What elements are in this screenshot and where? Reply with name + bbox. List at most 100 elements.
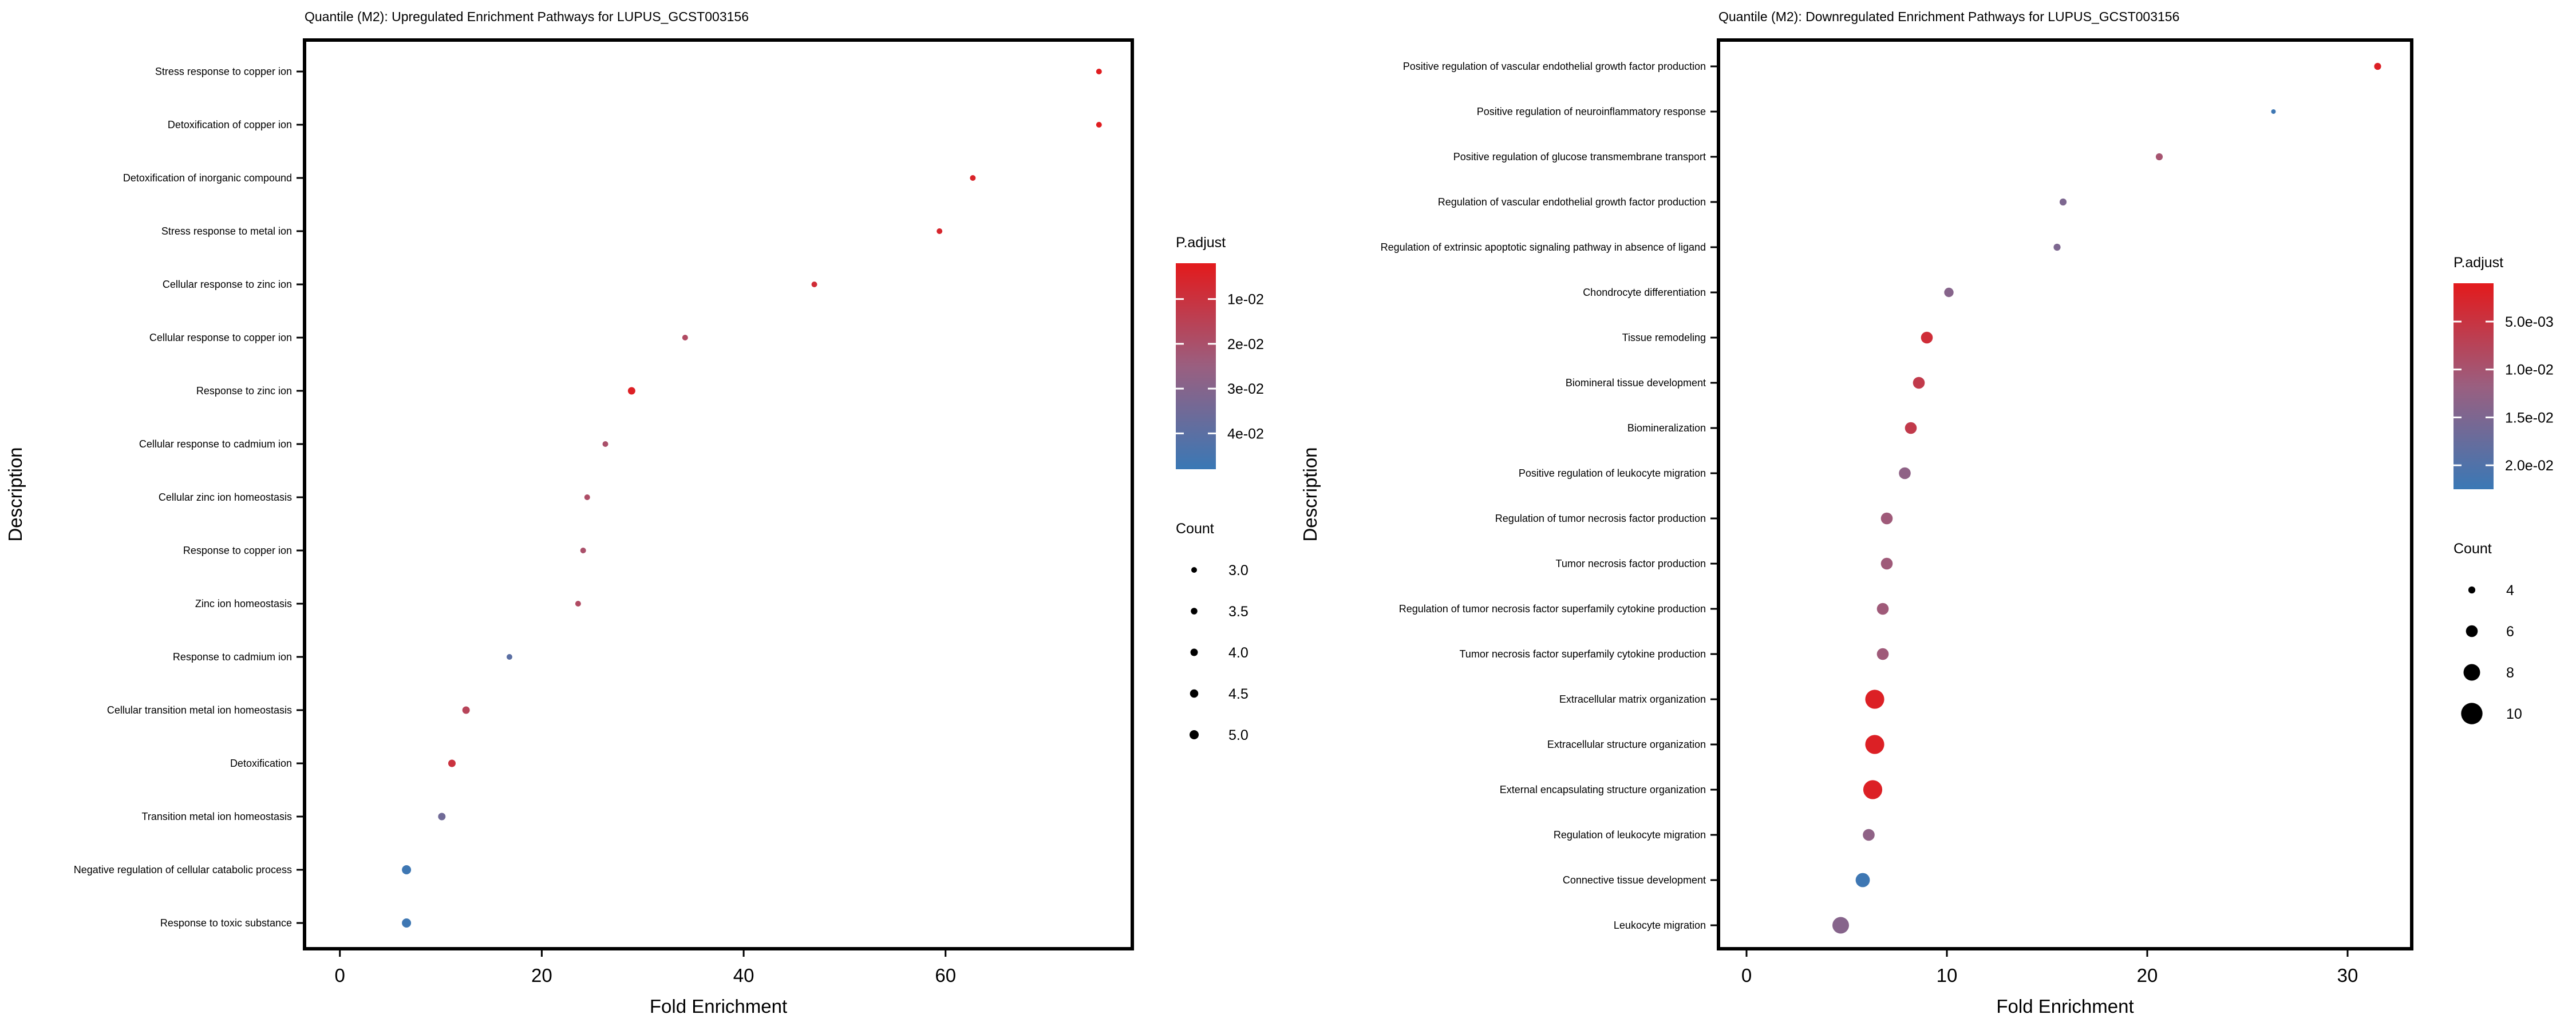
size-legend-dot: [2461, 703, 2483, 724]
color-legend-title: P.adjust: [1176, 235, 1226, 251]
y-tick-label: Chondrocyte differentiation: [1583, 287, 1706, 298]
size-legend-label: 4.5: [1228, 686, 1249, 702]
size-legend-label: 3.5: [1228, 604, 1249, 620]
y-tick-label: Connective tissue development: [1563, 874, 1706, 886]
size-legend-dot: [1191, 567, 1197, 573]
size-legend-dot: [1191, 608, 1198, 615]
data-point: [438, 813, 446, 821]
data-point: [1096, 122, 1102, 128]
x-axis-label: Fold Enrichment: [650, 996, 787, 1017]
y-axis-label: Description: [5, 447, 26, 541]
downregulated-chart-panel: Quantile (M2): Downregulated Enrichment …: [1299, 9, 2554, 1017]
color-legend-label: 3e-02: [1227, 381, 1264, 397]
data-point: [584, 494, 590, 500]
data-point: [1876, 603, 1889, 615]
data-point: [1855, 873, 1870, 888]
data-point: [1913, 377, 1925, 389]
color-legend-label: 2.0e-02: [2505, 458, 2554, 474]
data-point: [1944, 287, 1954, 298]
upregulated-chart-panel: Quantile (M2): Upregulated Enrichment Pa…: [5, 9, 1264, 1017]
y-tick-label: Positive regulation of leukocyte migrati…: [1519, 468, 1706, 479]
size-legend-dot: [1190, 689, 1199, 698]
color-legend-label: 5.0e-03: [2505, 314, 2554, 330]
y-tick-label: Regulation of leukocyte migration: [1554, 829, 1706, 841]
size-legend-dot: [2466, 625, 2478, 637]
data-point: [1880, 557, 1893, 570]
size-legend-label: 3.0: [1228, 562, 1249, 579]
data-point: [402, 918, 412, 928]
data-point: [682, 335, 688, 340]
y-tick-label: Zinc ion homeostasis: [195, 598, 292, 609]
size-legend-label: 4: [2506, 583, 2514, 599]
color-legend-label: 2e-02: [1227, 336, 1264, 352]
data-point: [1832, 917, 1849, 934]
data-point: [1876, 648, 1889, 660]
y-tick-label: Cellular response to cadmium ion: [139, 438, 292, 450]
size-legend-label: 8: [2506, 665, 2514, 681]
size-legend-title: Count: [2453, 541, 2492, 557]
data-point: [602, 441, 609, 447]
color-legend-label: 1e-02: [1227, 292, 1264, 308]
size-legend-label: 5.0: [1228, 727, 1249, 743]
y-tick-label: Extracellular structure organization: [1547, 739, 1706, 750]
x-tick-label: 10: [1937, 965, 1958, 986]
y-tick-label: Detoxification of inorganic compound: [123, 172, 292, 184]
data-point: [1880, 512, 1893, 525]
y-tick-label: Detoxification: [230, 758, 292, 769]
data-point: [2374, 62, 2381, 70]
data-point: [575, 601, 581, 607]
data-point: [1863, 829, 1875, 841]
y-tick-label: Response to zinc ion: [196, 385, 292, 397]
color-legend-label: 4e-02: [1227, 426, 1264, 442]
y-tick-label: Regulation of tumor necrosis factor prod…: [1495, 513, 1706, 524]
data-point: [2155, 153, 2163, 161]
y-tick-label: Positive regulation of glucose transmemb…: [1453, 151, 1706, 163]
data-point: [811, 282, 817, 287]
data-point: [506, 654, 512, 660]
y-tick-label: Biomineralization: [1627, 422, 1706, 434]
data-point: [937, 228, 943, 234]
color-legend-label: 1.5e-02: [2505, 410, 2554, 426]
y-axis-label: Description: [1299, 447, 1321, 541]
data-point: [2059, 198, 2067, 206]
data-point: [1096, 69, 1102, 74]
y-tick-label: Regulation of extrinsic apoptotic signal…: [1381, 241, 1706, 253]
y-tick-label: External encapsulating structure organiz…: [1500, 784, 1706, 795]
y-tick-label: Response to toxic substance: [160, 917, 292, 929]
color-legend-bar: [1176, 263, 1216, 469]
y-tick-label: Transition metal ion homeostasis: [142, 811, 292, 822]
y-tick-label: Regulation of vascular endothelial growt…: [1438, 196, 1706, 208]
y-tick-label: Stress response to metal ion: [161, 225, 292, 237]
data-point: [2053, 243, 2061, 251]
plot-frame: [303, 38, 1134, 950]
data-point: [580, 548, 586, 553]
data-point: [448, 759, 456, 767]
data-point: [627, 387, 635, 395]
x-tick-label: 60: [935, 965, 956, 986]
x-tick-label: 40: [733, 965, 754, 986]
y-tick-label: Stress response to copper ion: [155, 66, 292, 77]
size-legend-label: 4.0: [1228, 645, 1249, 661]
data-point: [1865, 690, 1884, 709]
y-tick-label: Positive regulation of neuroinflammatory…: [1477, 106, 1706, 117]
data-point: [1905, 422, 1917, 434]
size-legend-dot: [2463, 664, 2480, 681]
y-tick-label: Cellular transition metal ion homeostasi…: [107, 704, 292, 716]
y-tick-label: Tumor necrosis factor production: [1556, 558, 1706, 569]
size-legend-dot: [1190, 648, 1198, 656]
size-legend-label: 10: [2506, 706, 2522, 722]
y-tick-label: Response to cadmium ion: [173, 651, 292, 663]
x-tick-label: 30: [2337, 965, 2358, 986]
color-legend-label: 1.0e-02: [2505, 362, 2554, 378]
y-tick-label: Leukocyte migration: [1614, 920, 1706, 931]
plot-frame: [1717, 38, 2413, 950]
data-point: [1899, 467, 1911, 480]
chart-title: Quantile (M2): Upregulated Enrichment Pa…: [305, 9, 749, 24]
size-legend-label: 6: [2506, 624, 2514, 640]
y-tick-label: Positive regulation of vascular endothel…: [1403, 61, 1706, 72]
y-tick-label: Extracellular matrix organization: [1559, 694, 1706, 705]
y-tick-label: Regulation of tumor necrosis factor supe…: [1399, 603, 1706, 615]
y-tick-label: Response to copper ion: [183, 545, 292, 556]
y-tick-label: Cellular response to zinc ion: [163, 279, 292, 290]
